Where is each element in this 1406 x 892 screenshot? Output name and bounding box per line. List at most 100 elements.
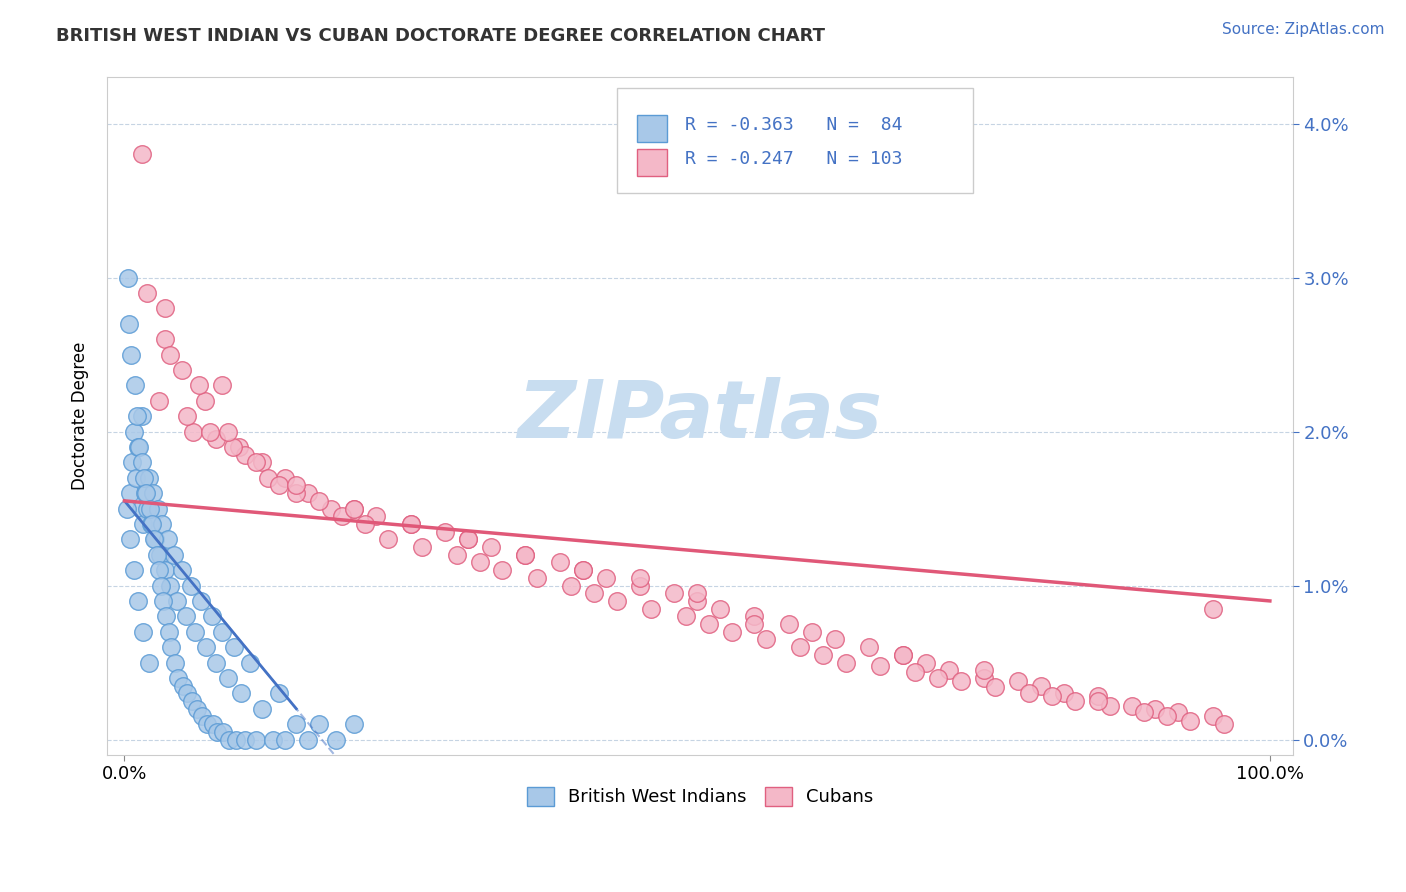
Point [720, 624, 742, 639]
Point [136, 501, 159, 516]
Point [166, 594, 188, 608]
Point [491, 563, 513, 577]
Point [228, 440, 250, 454]
Point [167, 671, 190, 685]
Point [138, 501, 160, 516]
Point [869, 658, 891, 673]
Point [269, 478, 291, 492]
Point [1029, 679, 1052, 693]
Point [135, 486, 157, 500]
Point [225, 732, 247, 747]
Point [181, 694, 204, 708]
Point [285, 486, 308, 500]
Point [153, 301, 176, 316]
Point [136, 285, 159, 300]
Point [640, 601, 662, 615]
Point [131, 455, 153, 469]
Point [457, 533, 479, 547]
Point [595, 571, 617, 585]
Point [148, 563, 170, 577]
Point [195, 717, 218, 731]
Point [118, 317, 141, 331]
Point [479, 540, 502, 554]
Point [744, 617, 766, 632]
Point [755, 632, 778, 647]
Point [125, 409, 148, 424]
Point [231, 686, 253, 700]
Point [274, 471, 297, 485]
Point [218, 732, 240, 747]
Point [1087, 690, 1109, 704]
Point [122, 563, 145, 577]
Point [159, 578, 181, 592]
Point [176, 686, 198, 700]
Point [125, 471, 148, 485]
Point [224, 640, 246, 654]
Point [120, 348, 142, 362]
Point [129, 501, 152, 516]
Point [342, 501, 364, 516]
Point [446, 548, 468, 562]
Point [250, 702, 273, 716]
Point [354, 516, 377, 531]
Point [146, 501, 169, 516]
Point [744, 609, 766, 624]
Point [132, 624, 155, 639]
Point [170, 363, 193, 377]
Point [835, 656, 858, 670]
Point [824, 632, 846, 647]
FancyBboxPatch shape [637, 115, 666, 142]
Point [239, 656, 262, 670]
FancyBboxPatch shape [637, 149, 666, 176]
Point [366, 509, 388, 524]
Point [1178, 714, 1201, 728]
Text: Source: ZipAtlas.com: Source: ZipAtlas.com [1222, 22, 1385, 37]
Point [139, 516, 162, 531]
Point [134, 486, 156, 500]
Point [515, 548, 537, 562]
Point [1201, 709, 1223, 723]
Point [152, 594, 174, 608]
Point [180, 578, 202, 592]
Point [145, 548, 167, 562]
Point [170, 563, 193, 577]
Point [571, 563, 593, 577]
Point [115, 501, 138, 516]
Point [789, 640, 811, 654]
Point [1018, 686, 1040, 700]
Point [143, 533, 166, 547]
Point [128, 440, 150, 454]
Point [156, 533, 179, 547]
Point [120, 486, 142, 500]
Point [120, 533, 142, 547]
Point [132, 471, 155, 485]
Point [160, 640, 183, 654]
Point [308, 493, 330, 508]
Point [194, 640, 217, 654]
Text: ZIPatlas: ZIPatlas [517, 377, 883, 455]
Point [342, 717, 364, 731]
Point [1007, 673, 1029, 688]
Point [891, 648, 914, 662]
Point [800, 624, 823, 639]
Point [245, 732, 267, 747]
Point [377, 533, 399, 547]
Point [686, 594, 709, 608]
Point [1064, 694, 1087, 708]
Point [606, 594, 628, 608]
Point [399, 516, 422, 531]
Point [190, 594, 212, 608]
Point [132, 516, 155, 531]
Point [245, 455, 267, 469]
Point [117, 270, 139, 285]
Point [138, 471, 160, 485]
Point [297, 486, 319, 500]
Point [181, 425, 204, 439]
Point [233, 732, 256, 747]
Point [176, 409, 198, 424]
Point [262, 732, 284, 747]
Point [342, 501, 364, 516]
FancyBboxPatch shape [617, 87, 973, 193]
Text: BRITISH WEST INDIAN VS CUBAN DOCTORATE DEGREE CORRELATION CHART: BRITISH WEST INDIAN VS CUBAN DOCTORATE D… [56, 27, 825, 45]
Point [186, 702, 208, 716]
